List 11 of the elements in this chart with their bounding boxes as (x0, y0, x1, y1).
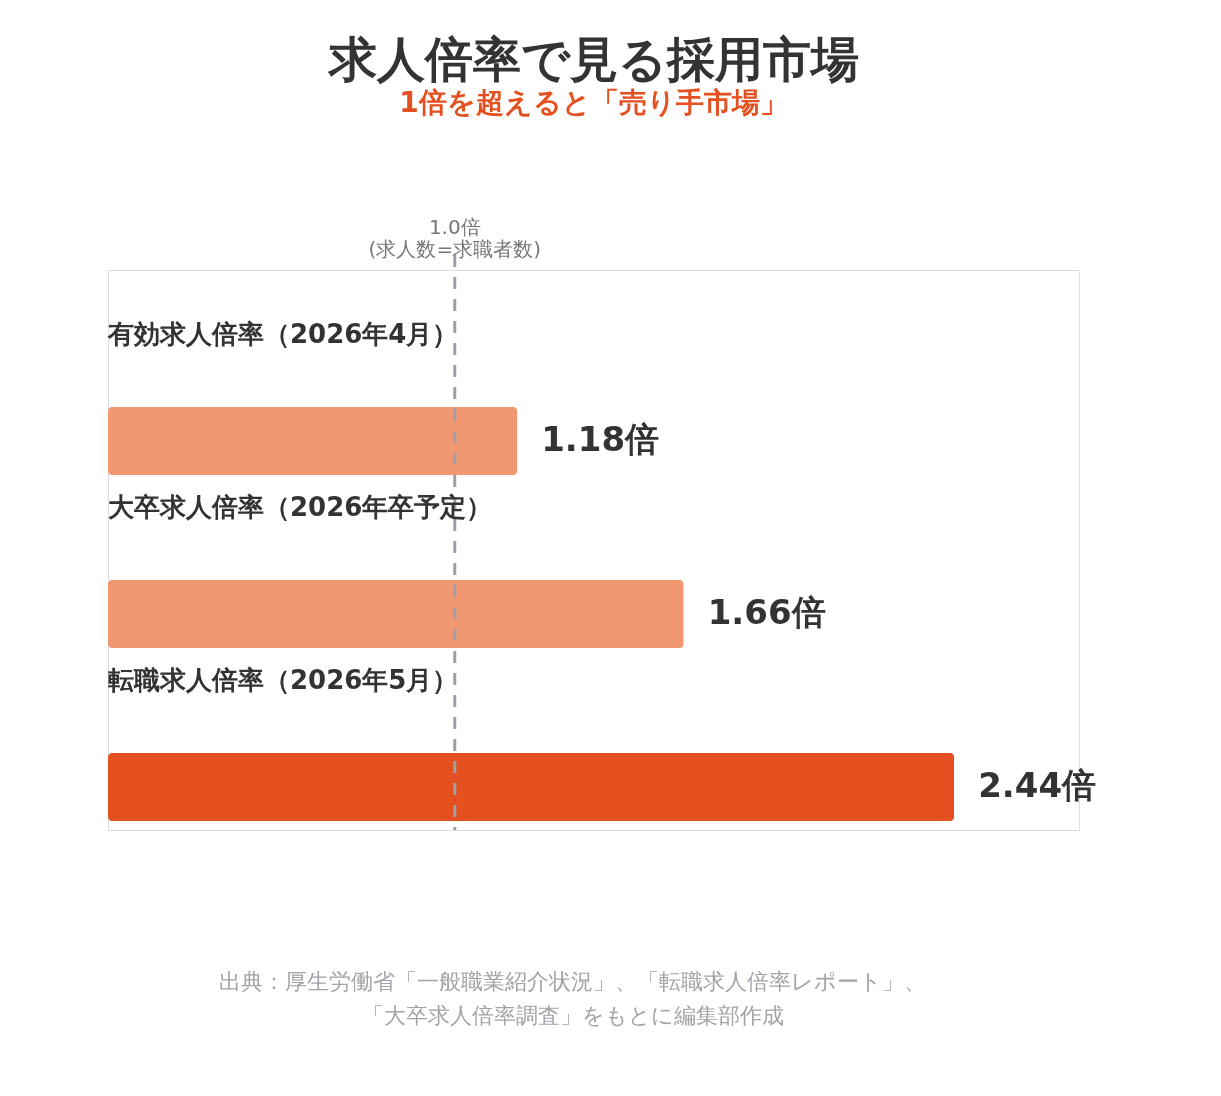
source-note: 出典：厚生労働省「一般職業紹介状況」、「転職求人倍率レポート」、 (219, 969, 926, 994)
y-tick-label: 有効求人倍率（2026年4月） (107, 319, 459, 349)
chart-subtitle: 1倍を超えると「売り手市場」 (399, 86, 788, 119)
text: 「大卒求人倍率調査」をもとに編集部作成 (361, 1003, 784, 1028)
data-label: 2.44倍 (978, 765, 1097, 805)
data-label: 1.66倍 (707, 592, 826, 632)
y-tick-label: 転職求人倍率（2026年5月） (108, 665, 459, 695)
chart-title: 求人倍率で見る採用市場 (326, 31, 859, 87)
ref-line-label: 1.0倍 (求人数=求職者数) (368, 215, 541, 261)
data-label: 1.18倍 (541, 419, 660, 459)
y-tick-label: 大卒求人倍率（2026年卒予定） (108, 492, 493, 522)
